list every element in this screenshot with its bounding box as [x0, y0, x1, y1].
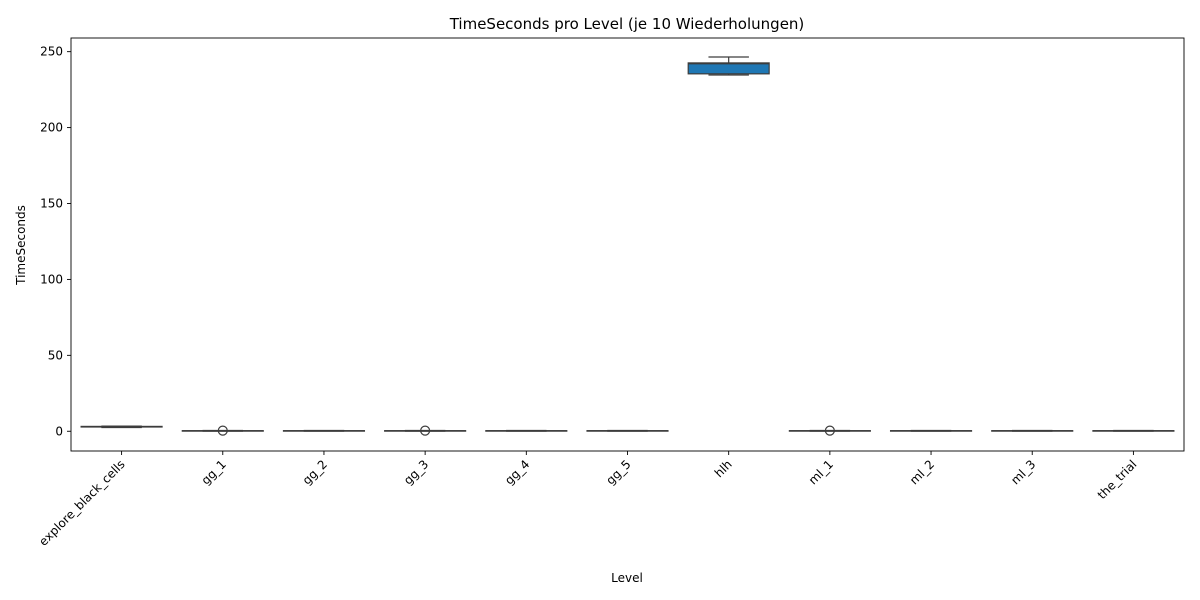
box-hlh	[687, 62, 770, 75]
plot-area: 0 50 100 150 200 250 explore_black_cells gg_1 gg…	[36, 37, 1185, 549]
x-tick-label-the_trial: the_trial	[1095, 457, 1140, 502]
y-tick-label: 250	[40, 45, 63, 59]
y-axis-label: TimeSeconds	[14, 205, 28, 286]
x-tick-label-ml_1: ml_1	[806, 457, 836, 487]
outlier-point	[217, 425, 228, 436]
x-tick-label-gg_2: gg_2	[300, 457, 330, 487]
x-tick-label-gg_3: gg_3	[401, 457, 431, 487]
y-tick-label: 100	[40, 272, 63, 286]
outlier-point	[824, 425, 835, 436]
x-tick-label-ml_3: ml_3	[1008, 457, 1038, 487]
chart-title: TimeSeconds pro Level (je 10 Wiederholun…	[449, 15, 805, 33]
y-tick-label: 200	[40, 121, 63, 135]
x-tick-label-gg_5: gg_5	[603, 457, 633, 487]
x-tick-label-gg_4: gg_4	[502, 457, 532, 487]
x-tick-label-ml_2: ml_2	[907, 457, 937, 487]
y-tick-label: 150	[40, 197, 63, 211]
x-axis-label: Level	[611, 571, 643, 585]
x-tick-label-explore_black_cells: explore_black_cells	[36, 457, 127, 548]
x-tick-label-gg_1: gg_1	[199, 457, 229, 487]
axes-frame	[70, 37, 1185, 452]
y-tick-label: 0	[55, 424, 63, 438]
outlier-point	[420, 425, 431, 436]
y-tick-label: 50	[48, 348, 63, 362]
x-tick-label-hlh: hlh	[712, 457, 735, 480]
